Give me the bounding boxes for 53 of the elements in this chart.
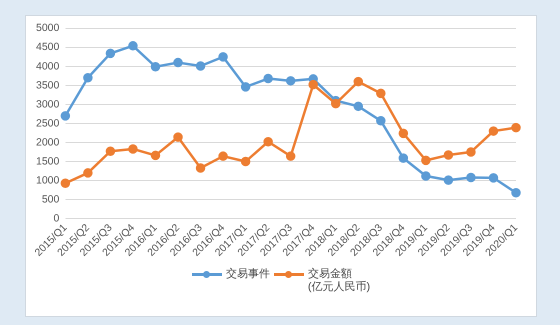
point [106, 48, 116, 58]
point [376, 88, 386, 98]
point [466, 147, 476, 157]
point [83, 73, 93, 83]
y-tick-label: 4000 [36, 60, 60, 72]
point [488, 126, 498, 136]
point [330, 98, 340, 108]
point [286, 151, 296, 161]
point [421, 156, 431, 166]
point [83, 168, 93, 178]
y-tick-label: 500 [42, 193, 60, 206]
point [218, 52, 228, 62]
y-tick-label: 3000 [36, 98, 60, 110]
point [60, 111, 70, 121]
point [488, 173, 498, 183]
y-tick-label: 1000 [36, 174, 60, 186]
point [466, 172, 476, 182]
y-tick-label: 1500 [36, 155, 60, 168]
point [60, 178, 70, 188]
point [173, 132, 183, 142]
point [218, 151, 228, 161]
point [398, 128, 408, 138]
point [263, 136, 273, 146]
legend-label: 交易事件 [226, 268, 270, 280]
point [286, 76, 296, 86]
point [444, 150, 454, 160]
point [196, 163, 206, 173]
y-tick-label: 5000 [36, 22, 60, 34]
point [444, 175, 454, 185]
y-tick-label: 2000 [36, 136, 60, 148]
point [240, 82, 250, 92]
y-tick-label: 3500 [36, 79, 60, 92]
point [128, 144, 138, 154]
point [421, 171, 431, 181]
point [354, 102, 364, 112]
point [308, 80, 318, 90]
y-tick-label: 0 [54, 212, 60, 224]
point [173, 58, 183, 68]
point [240, 156, 250, 166]
y-tick-label: 4500 [36, 41, 60, 54]
legend-label: 交易金額 (亿元人民币) [308, 268, 370, 293]
point [511, 122, 521, 132]
point [263, 74, 273, 84]
y-tick-label: 2500 [36, 117, 60, 130]
point [150, 62, 160, 72]
point [128, 41, 138, 51]
point [354, 76, 364, 86]
point [376, 116, 386, 126]
point [106, 146, 116, 156]
point [150, 150, 160, 160]
point [398, 153, 408, 163]
point [511, 188, 521, 198]
point [196, 61, 206, 71]
